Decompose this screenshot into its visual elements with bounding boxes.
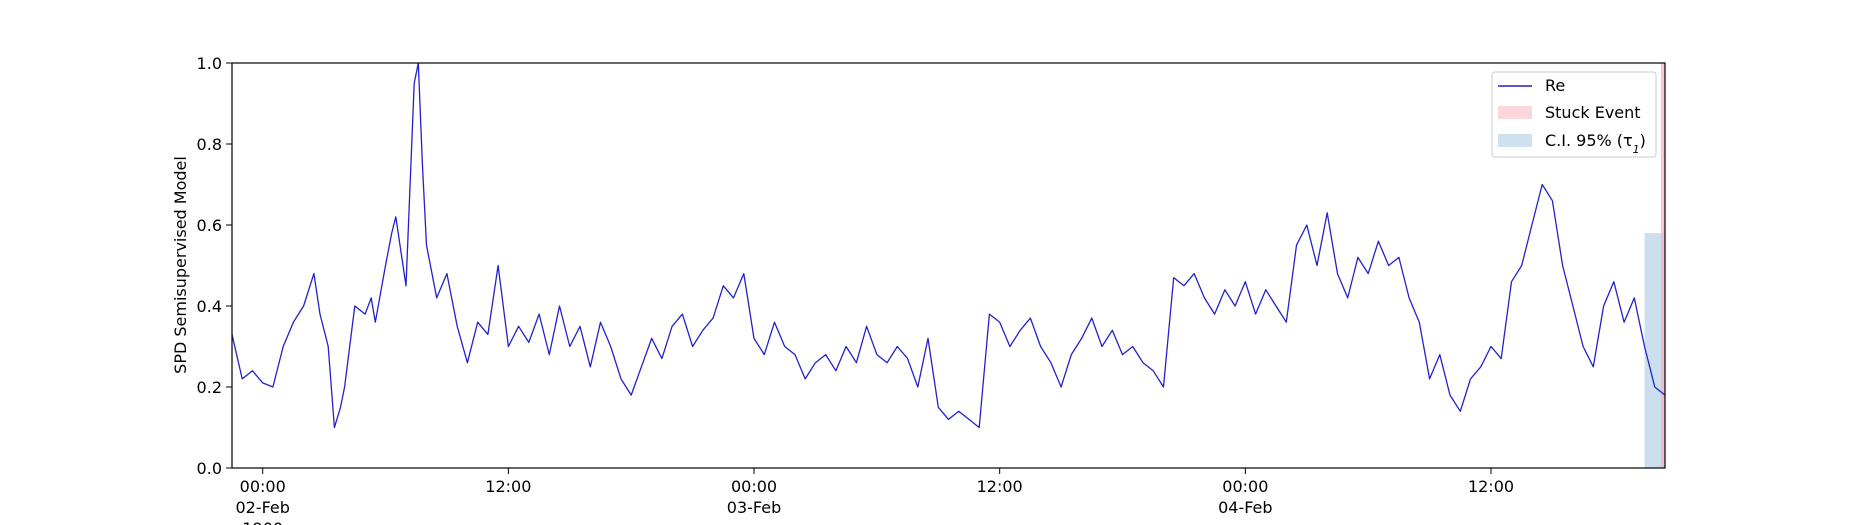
y-tick-label: 0.2 [197, 378, 222, 397]
shaded-region-ci-95 [1644, 233, 1665, 468]
plot-frame [231, 62, 1666, 469]
x-axis: 00:00 02-Feb 1900 12:00 00:00 03-Feb 12:00 00:0… [235, 468, 1514, 525]
x-tick-label: 12:00 [1468, 477, 1514, 496]
legend-box [1491, 71, 1657, 158]
legend-label-re: Re [1545, 76, 1565, 95]
legend-label-stuck-event: Stuck Event [1545, 103, 1641, 122]
legend-ci-swatch [1498, 134, 1532, 147]
y-tick-label: 0.4 [197, 297, 222, 316]
x-tick-date: 03-Feb [727, 498, 781, 517]
x-tick-date: 04-Feb [1218, 498, 1272, 517]
legend: Re Stuck Event C.I. 95% (τ1) [1491, 71, 1657, 158]
y-axis: 0.0 0.2 0.4 0.6 0.8 1.0 [197, 54, 232, 478]
shaded-regions [1644, 63, 1665, 468]
x-tick-label: 00:00 [731, 477, 777, 496]
legend-ci-base: C.I. 95% (τ [1545, 131, 1633, 150]
y-tick-label: 1.0 [197, 54, 222, 73]
legend-stuck-swatch [1498, 106, 1532, 119]
x-tick-label: 12:00 [977, 477, 1023, 496]
x-tick-date: 02-Feb [235, 498, 289, 517]
x-tick-label: 00:00 [1222, 477, 1268, 496]
legend-ci-suffix: ) [1640, 131, 1646, 150]
y-tick-label: 0.6 [197, 216, 222, 235]
y-tick-label: 0.0 [197, 459, 222, 478]
shaded-region-stuck-event [1660, 63, 1665, 468]
y-axis-title: SPD Semisupervised Model [171, 156, 190, 374]
legend-ci-sub: 1 [1633, 143, 1640, 156]
x-tick-year: 1900 [242, 519, 283, 525]
x-tick-label: 00:00 [240, 477, 286, 496]
series-line-re [232, 63, 1665, 429]
series-layer [232, 63, 1665, 429]
legend-label-ci: C.I. 95% (τ1) [1545, 131, 1646, 156]
x-tick-label: 12:00 [485, 477, 531, 496]
y-tick-label: 0.8 [197, 135, 222, 154]
